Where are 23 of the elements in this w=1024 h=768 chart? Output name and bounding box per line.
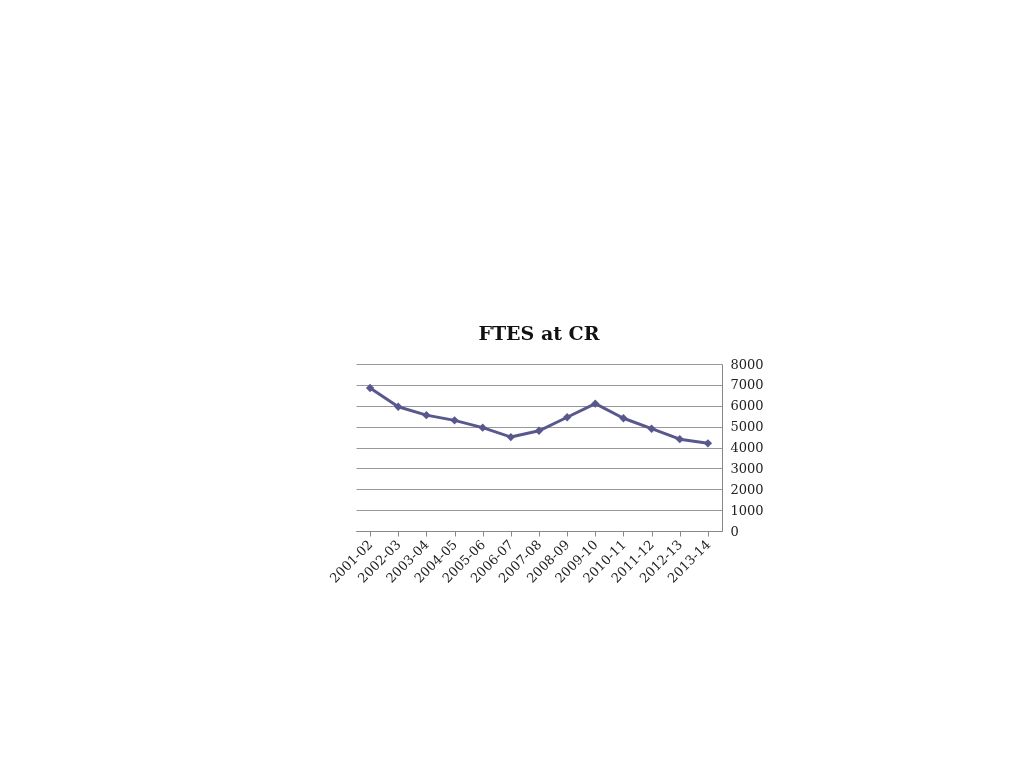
point: [675, 434, 684, 444]
point: [506, 432, 516, 442]
y-tick-label: 1000: [730, 502, 764, 518]
point: [478, 423, 487, 432]
point: [591, 399, 600, 408]
y-tick-label: 7000: [730, 377, 764, 393]
y-tick-label: 3000: [730, 460, 764, 476]
point: [365, 383, 375, 393]
point: [703, 439, 713, 448]
point: [534, 426, 544, 435]
point: [450, 416, 459, 425]
y-tick-label: 6000: [730, 398, 764, 414]
point: [619, 414, 628, 423]
y-tick-label: 2000: [730, 481, 764, 497]
y-tick-label: 0: [730, 523, 739, 539]
y-tick-label: 8000: [730, 356, 764, 372]
y-tick-label: 4000: [730, 440, 764, 455]
point: [394, 402, 403, 411]
chart-title: FTES at CR: [478, 322, 600, 344]
point: [562, 413, 572, 422]
point: [422, 410, 431, 420]
y-tick-label: 5000: [730, 419, 764, 435]
point: [647, 424, 656, 433]
